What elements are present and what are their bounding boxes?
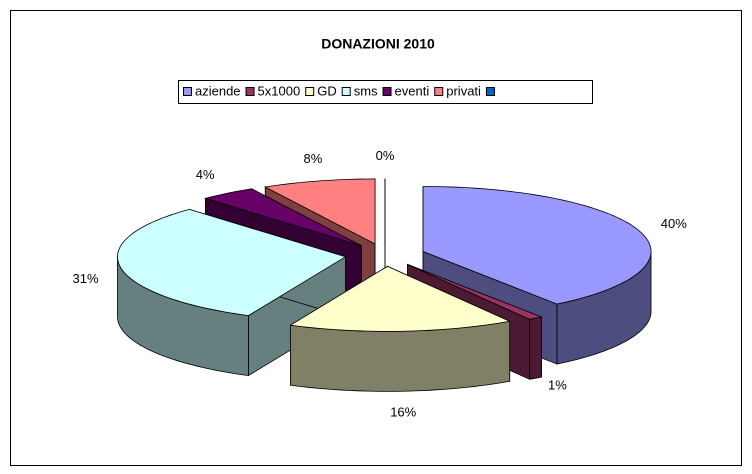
data-label: 8%: [303, 151, 322, 166]
slice-top: [422, 186, 652, 305]
legend-label: sms: [354, 83, 378, 98]
data-label: 16%: [390, 405, 416, 420]
slice-top: [263, 178, 376, 245]
slice-top: [117, 208, 347, 317]
data-label: 40%: [661, 216, 687, 231]
legend-label: 5x1000: [258, 83, 301, 98]
legend-swatch: [183, 87, 192, 96]
slice: [289, 265, 512, 392]
data-label: 31%: [73, 271, 99, 286]
legend-swatch: [245, 87, 255, 96]
legend-swatch: [434, 87, 444, 96]
legend-label: aziende: [195, 83, 241, 98]
legend-swatch: [485, 87, 495, 96]
legend-label: GD: [317, 83, 337, 98]
legend-swatch: [341, 87, 351, 96]
data-label: 4%: [196, 167, 215, 182]
legend-swatch: [382, 87, 392, 96]
chart-title: DONAZIONI 2010: [321, 36, 435, 52]
legend-label: eventi: [395, 83, 430, 98]
data-label: 0%: [376, 148, 395, 163]
data-label: 1%: [548, 377, 567, 392]
legend-swatch: [305, 87, 315, 96]
slice-top: [289, 265, 512, 332]
slice-top: [407, 264, 543, 320]
legend-label: privati: [446, 83, 481, 98]
slice-wall: [529, 316, 542, 380]
slice-wall: [290, 320, 511, 392]
slice: [117, 208, 347, 377]
slice-top: [203, 188, 362, 247]
